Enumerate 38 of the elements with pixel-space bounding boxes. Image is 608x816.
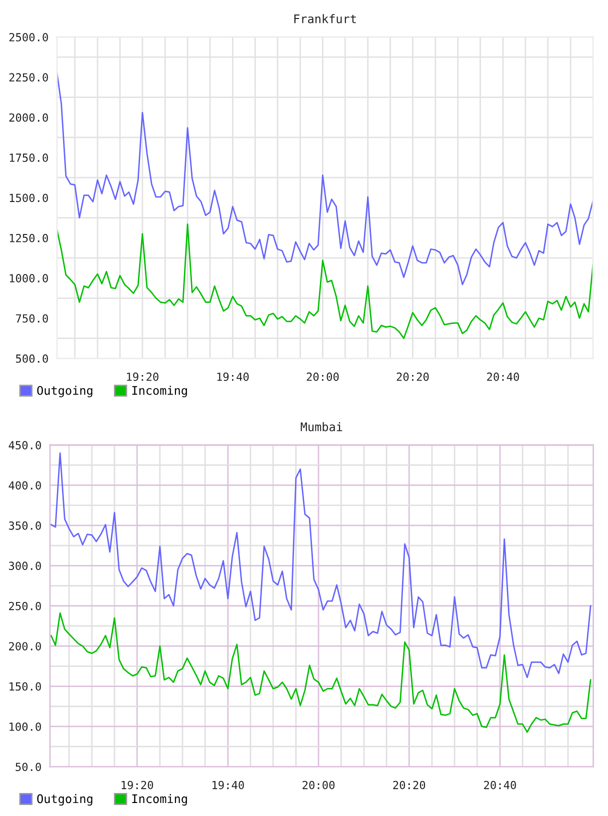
y-tick-label: 150.0 [10, 682, 41, 691]
x-tick-label: 20:40 [484, 780, 516, 790]
legend-label: Outgoing [37, 794, 92, 806]
legend-label: Incoming [132, 794, 187, 806]
y-tick-label: 250.0 [9, 602, 41, 610]
chart-title: Mumbai [300, 422, 342, 432]
x-tick-label: 20:00 [306, 372, 339, 381]
line-series [50, 452, 592, 678]
y-tick-label: 300.0 [8, 562, 41, 570]
legend-label: Incoming [132, 386, 187, 398]
line-series [57, 72, 593, 286]
y-tick-label: 2500.0 [9, 33, 48, 42]
y-tick-label: 500.0 [16, 354, 48, 363]
y-tick-label: 1000.0 [10, 274, 48, 282]
line-series [57, 224, 593, 340]
x-tick-label: 19:20 [127, 372, 158, 381]
y-tick-label: 100.0 [10, 722, 41, 731]
y-tick-label: 1750.0 [10, 154, 48, 162]
y-tick-label: 2000.0 [9, 113, 48, 122]
y-tick-label: 1500.0 [10, 194, 48, 202]
x-tick-label: 19:20 [122, 780, 154, 790]
x-tick-label: 19:40 [217, 372, 249, 381]
y-tick-label: 750.0 [16, 314, 48, 323]
x-tick-label: 20:20 [393, 780, 426, 790]
y-tick-label: 200.0 [9, 642, 41, 650]
y-tick-label: 50.0 [16, 762, 41, 772]
y-tick-label: 1250.0 [10, 234, 48, 242]
chart-title: Frankfurt [294, 14, 356, 24]
x-tick-label: 19:40 [212, 780, 244, 790]
y-tick-label: 400.0 [8, 481, 41, 490]
y-tick-label: 450.0 [8, 441, 41, 450]
y-tick-label: 350.0 [8, 521, 41, 530]
x-tick-label: 20:00 [302, 780, 335, 790]
x-tick-label: 20:40 [487, 372, 519, 381]
x-tick-label: 20:20 [396, 372, 429, 381]
legend-label: Outgoing [37, 386, 92, 398]
line-series [50, 612, 592, 733]
y-tick-label: 2250.0 [9, 73, 48, 82]
